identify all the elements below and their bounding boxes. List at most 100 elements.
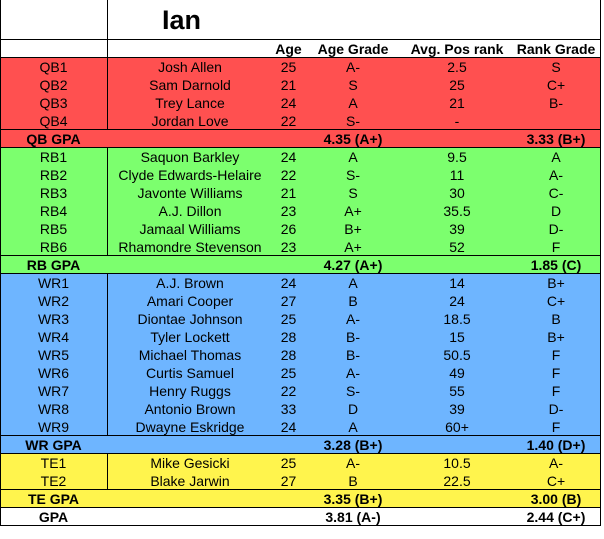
age-cell: 22 xyxy=(280,167,297,183)
player-name-cell: Amari Cooper xyxy=(146,293,234,309)
avg-pos-rank-cell: 30 xyxy=(449,185,465,201)
header-row: Age Age Grade Avg. Pos rank Rank Grade xyxy=(0,40,600,58)
position-cell: WR7 xyxy=(37,383,70,399)
age-cell: 23 xyxy=(280,203,297,219)
age-cell: 21 xyxy=(280,77,297,93)
rank-grade-cell: B+ xyxy=(547,329,565,345)
age-cell: 24 xyxy=(280,95,297,111)
age-grade-cell: A xyxy=(348,275,358,291)
age-cell: 22 xyxy=(280,113,297,129)
player-name-cell: A.J. Dillon xyxy=(158,203,222,219)
column-border xyxy=(107,274,108,436)
table-row: WR7 Henry Ruggs 22 S- 55 F xyxy=(0,382,600,400)
position-cell: QB2 xyxy=(39,77,68,93)
row-border xyxy=(0,129,600,130)
row-border xyxy=(0,147,600,148)
header-age: Age xyxy=(275,41,302,57)
total-gpa-row: GPA 3.81 (A-) 2.44 (C+) xyxy=(0,508,600,526)
rank-grade-cell: C+ xyxy=(546,293,566,309)
table-row: QB2 Sam Darnold 21 S 25 C+ xyxy=(0,76,600,94)
position-cell: RB4 xyxy=(39,203,68,219)
position-cell: WR5 xyxy=(37,347,70,363)
player-name-cell: Henry Ruggs xyxy=(149,383,231,399)
avg-pos-rank-cell: 49 xyxy=(449,365,465,381)
age-grade-cell: A- xyxy=(346,455,360,471)
table-border xyxy=(0,0,1,526)
gpa-label: RB GPA xyxy=(26,257,81,273)
rank-grade-cell: F xyxy=(551,419,561,435)
age-grade-cell: D xyxy=(347,401,359,417)
position-cell: WR6 xyxy=(37,365,70,381)
row-border xyxy=(0,489,600,490)
age-gpa-value: 3.35 (B+) xyxy=(323,491,383,507)
avg-pos-rank-cell: 39 xyxy=(449,401,465,417)
age-grade-cell: A xyxy=(348,419,358,435)
age-cell: 28 xyxy=(280,329,297,345)
column-border xyxy=(107,454,108,490)
age-grade-cell: A+ xyxy=(344,203,362,219)
age-grade-cell: S- xyxy=(346,383,360,399)
position-cell: WR9 xyxy=(37,419,70,435)
table-row: WR6 Curtis Samuel 25 A- 49 F xyxy=(0,364,600,382)
rank-grade-cell: F xyxy=(551,383,561,399)
header-pos xyxy=(0,40,107,58)
position-cell: RB6 xyxy=(39,239,68,255)
row-border xyxy=(0,435,600,436)
age-grade-cell: S- xyxy=(346,113,360,129)
avg-pos-rank-cell: 14 xyxy=(449,275,465,291)
age-cell: 21 xyxy=(280,185,297,201)
age-gpa-value: 4.27 (A+) xyxy=(323,257,383,273)
table-row: RB5 Jamaal Williams 26 B+ 39 D- xyxy=(0,220,600,238)
avg-pos-rank-cell: 35.5 xyxy=(443,203,471,219)
avg-pos-rank-cell: 21 xyxy=(449,95,465,111)
avg-pos-rank-cell: 10.5 xyxy=(443,455,471,471)
rank-grade-cell: A- xyxy=(549,455,563,471)
age-gpa-value: 3.28 (B+) xyxy=(323,437,383,453)
avg-pos-rank-cell: 50.5 xyxy=(443,347,471,363)
player-name-cell: Javonte Williams xyxy=(137,185,243,201)
avg-pos-rank-cell: - xyxy=(454,113,460,129)
age-grade-cell: A+ xyxy=(344,239,362,255)
rank-grade-cell: C- xyxy=(548,185,564,201)
age-cell: 25 xyxy=(280,455,297,471)
total-age-gpa: 3.81 (A-) xyxy=(325,509,381,525)
header-rank-grade: Rank Grade xyxy=(516,41,596,57)
age-cell: 27 xyxy=(280,473,297,489)
gpa-row: TE GPA 3.35 (B+) 3.00 (B) xyxy=(0,490,600,508)
player-name-cell: Trey Lance xyxy=(155,95,225,111)
gpa-row: WR GPA 3.28 (B+) 1.40 (D+) xyxy=(0,436,600,454)
gpa-label: WR GPA xyxy=(25,437,82,453)
age-cell: 25 xyxy=(280,365,297,381)
rank-grade-cell xyxy=(512,112,600,130)
gpa-row: QB GPA 4.35 (A+) 3.33 (B+) xyxy=(0,130,600,148)
table-row: TE1 Mike Gesicki 25 A- 10.5 A- xyxy=(0,454,600,472)
age-cell: 25 xyxy=(280,311,297,327)
rank-gpa-value: 1.40 (D+) xyxy=(526,437,586,453)
rank-gpa-value: 3.00 (B) xyxy=(530,491,582,507)
age-grade-cell: A xyxy=(348,149,358,165)
player-name-cell: Jamaal Williams xyxy=(139,221,241,237)
row-border xyxy=(0,39,600,40)
rank-grade-cell: C+ xyxy=(546,77,566,93)
rank-grade-cell: D xyxy=(550,203,562,219)
avg-pos-rank-cell: 60+ xyxy=(445,419,469,435)
table-row: RB4 A.J. Dillon 23 A+ 35.5 D xyxy=(0,202,600,220)
avg-pos-rank-cell: 2.5 xyxy=(447,59,467,75)
age-grade-cell: A- xyxy=(346,365,360,381)
rank-grade-cell: A xyxy=(551,149,561,165)
age-cell: 28 xyxy=(280,347,297,363)
gpa-label: QB GPA xyxy=(26,131,81,147)
age-cell: 23 xyxy=(280,239,297,255)
age-gpa-value: 4.35 (A+) xyxy=(323,131,383,147)
age-grade-cell: A- xyxy=(346,59,360,75)
age-grade-cell: B- xyxy=(346,329,360,345)
position-cell: TE1 xyxy=(40,455,67,471)
column-border xyxy=(107,58,108,130)
rank-grade-cell: D- xyxy=(548,401,564,417)
player-name-cell: Tyler Lockett xyxy=(150,329,230,345)
position-cell: RB3 xyxy=(39,185,68,201)
rank-grade-cell: F xyxy=(551,347,561,363)
table-border xyxy=(600,0,601,526)
position-cell: TE2 xyxy=(40,473,67,489)
player-name-cell: Jordan Love xyxy=(151,113,229,129)
